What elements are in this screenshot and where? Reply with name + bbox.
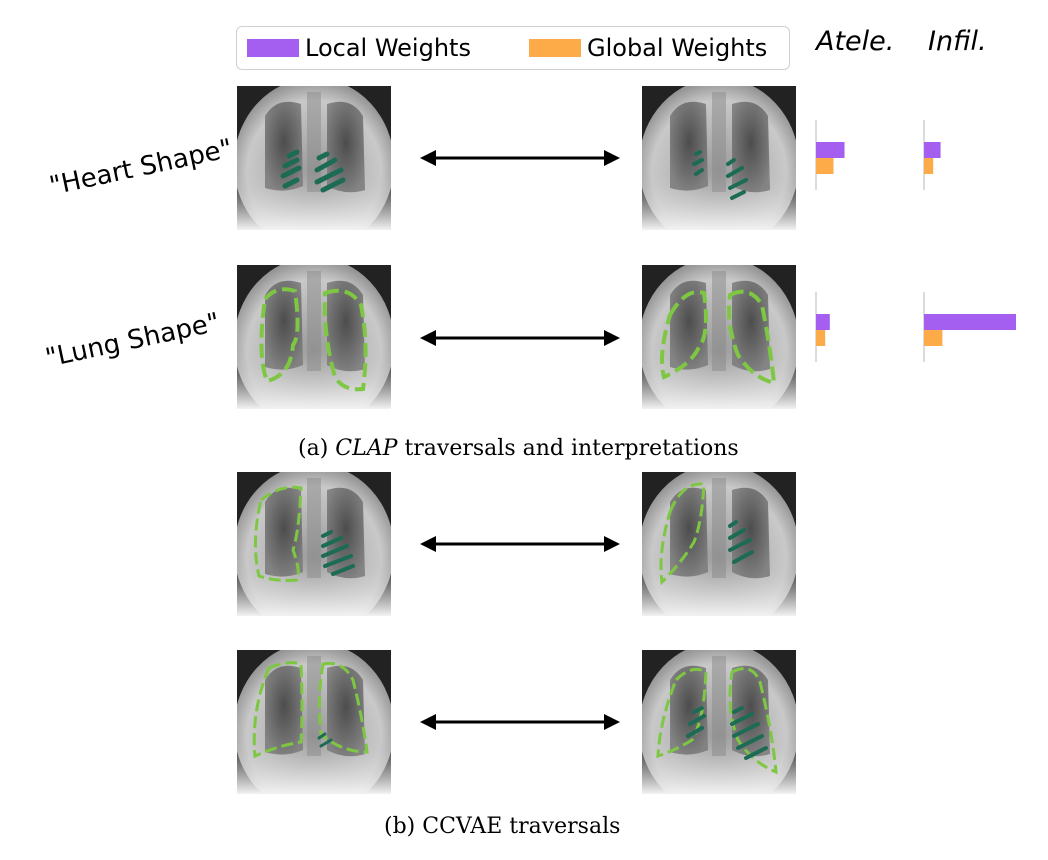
heart-hatch — [692, 150, 748, 200]
bar-local — [816, 314, 830, 330]
bar-local — [816, 142, 845, 158]
bar-local — [924, 142, 941, 158]
lung-outline — [252, 661, 369, 759]
xray-lung-left — [237, 265, 391, 409]
traversal-arrow — [420, 150, 620, 166]
lung-outline — [660, 289, 777, 386]
bar-local — [924, 314, 1016, 330]
bar-global — [816, 330, 826, 346]
heart-hatch — [728, 520, 754, 564]
column-title-atele: Atele. — [816, 26, 895, 57]
xray-lung-right — [642, 265, 796, 409]
lung-outline — [259, 287, 368, 392]
traversal-arrow — [420, 330, 620, 346]
legend-swatch-global — [529, 39, 581, 57]
heart-hatch — [686, 706, 768, 760]
weights-bar-chart — [815, 120, 1016, 362]
xray-ccvae-1-right — [642, 472, 796, 616]
lung-outline — [659, 482, 706, 586]
xray-heart-left — [237, 86, 391, 230]
bar-global — [924, 158, 934, 174]
xray-ccvae-2-left — [237, 650, 391, 794]
caption-a: (a) CLAP traversals and interpretations — [298, 436, 739, 461]
xray-ccvae-2-right — [642, 650, 796, 794]
xray-ccvae-1-left — [237, 472, 391, 616]
heart-hatch — [317, 732, 333, 748]
bar-global — [816, 158, 834, 174]
xray-heart-right — [642, 86, 796, 230]
bar-global — [924, 330, 943, 346]
legend: Local Weights Global Weights — [236, 26, 790, 70]
lung-outline — [253, 485, 303, 582]
heart-hatch — [280, 149, 346, 193]
legend-label-local: Local Weights — [305, 34, 471, 62]
legend-swatch-local — [247, 39, 299, 57]
column-title-infil: Infil. — [928, 26, 987, 57]
caption-b: (b) CCVAE traversals — [384, 814, 621, 839]
row-label-lung: "Lung Shape" — [42, 307, 223, 374]
traversal-arrow — [420, 714, 620, 730]
row-label-heart: "Heart Shape" — [46, 133, 236, 202]
traversal-arrow — [420, 536, 620, 552]
legend-label-global: Global Weights — [587, 34, 768, 62]
lung-outline — [656, 667, 778, 775]
heart-hatch — [321, 530, 355, 576]
